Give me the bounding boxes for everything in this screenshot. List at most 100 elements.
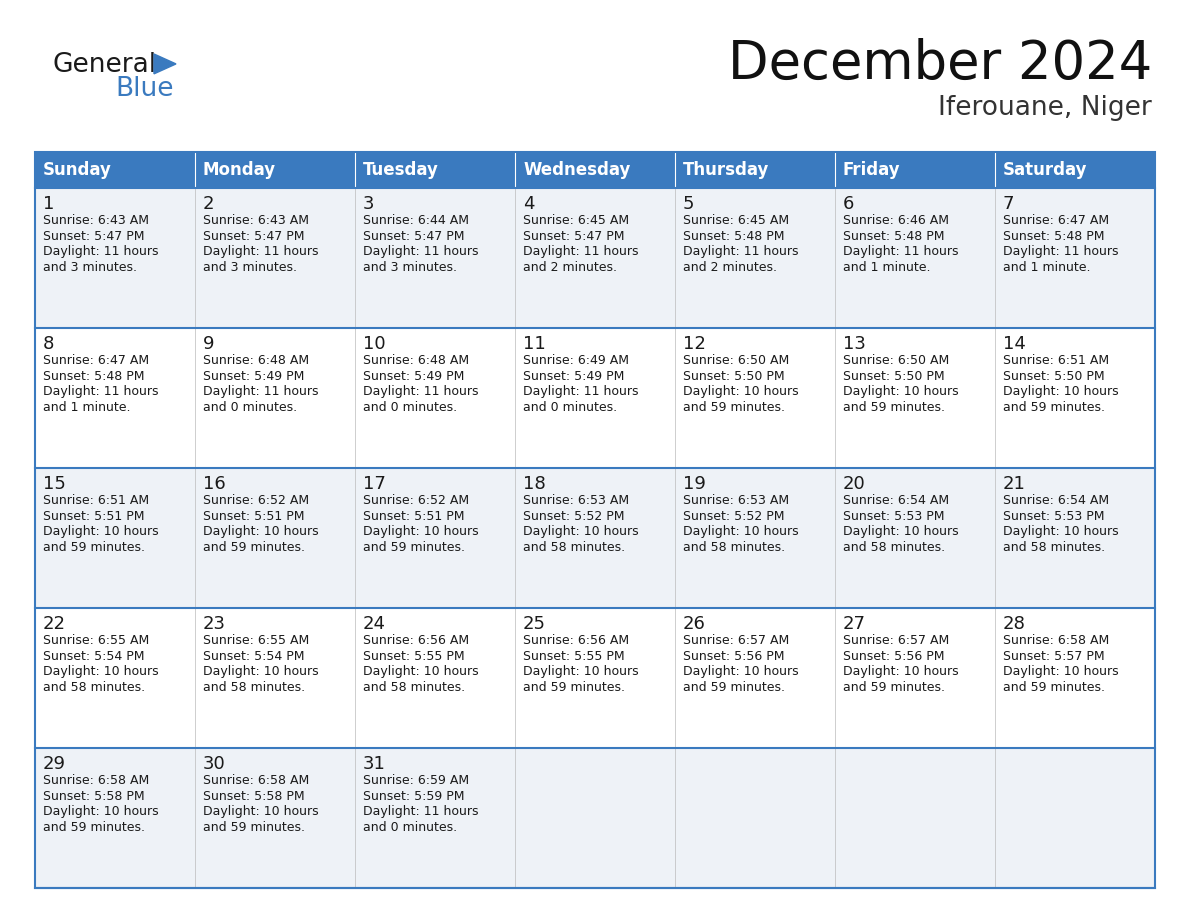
Text: Iferouane, Niger: Iferouane, Niger xyxy=(939,95,1152,121)
Text: and 59 minutes.: and 59 minutes. xyxy=(364,541,465,554)
Text: Sunset: 5:49 PM: Sunset: 5:49 PM xyxy=(203,370,304,383)
Text: Sunrise: 6:58 AM: Sunrise: 6:58 AM xyxy=(43,775,150,788)
Text: Daylight: 10 hours: Daylight: 10 hours xyxy=(1003,525,1119,539)
Text: Sunset: 5:54 PM: Sunset: 5:54 PM xyxy=(203,650,304,663)
Text: and 58 minutes.: and 58 minutes. xyxy=(43,681,145,694)
Text: 13: 13 xyxy=(843,335,866,353)
Text: Sunday: Sunday xyxy=(43,161,112,179)
Text: Daylight: 11 hours: Daylight: 11 hours xyxy=(523,386,638,398)
Text: Sunset: 5:54 PM: Sunset: 5:54 PM xyxy=(43,650,145,663)
Text: Daylight: 11 hours: Daylight: 11 hours xyxy=(43,245,158,259)
Text: Sunset: 5:53 PM: Sunset: 5:53 PM xyxy=(843,510,944,523)
Polygon shape xyxy=(154,54,176,73)
Text: 27: 27 xyxy=(843,615,866,633)
Text: 18: 18 xyxy=(523,475,545,493)
Text: Sunrise: 6:49 AM: Sunrise: 6:49 AM xyxy=(523,354,628,367)
Text: Daylight: 10 hours: Daylight: 10 hours xyxy=(523,666,639,678)
Text: and 1 minute.: and 1 minute. xyxy=(1003,261,1091,274)
Text: and 59 minutes.: and 59 minutes. xyxy=(203,821,305,834)
Text: Sunset: 5:47 PM: Sunset: 5:47 PM xyxy=(43,230,145,243)
Text: 5: 5 xyxy=(683,195,695,213)
Text: Sunrise: 6:54 AM: Sunrise: 6:54 AM xyxy=(843,495,949,508)
Text: Daylight: 11 hours: Daylight: 11 hours xyxy=(364,386,479,398)
Text: 28: 28 xyxy=(1003,615,1026,633)
Text: Sunrise: 6:44 AM: Sunrise: 6:44 AM xyxy=(364,215,469,228)
Bar xyxy=(355,152,516,188)
Text: and 59 minutes.: and 59 minutes. xyxy=(1003,401,1105,414)
Text: Sunset: 5:58 PM: Sunset: 5:58 PM xyxy=(43,790,145,803)
Text: 2: 2 xyxy=(203,195,215,213)
Text: Daylight: 11 hours: Daylight: 11 hours xyxy=(1003,245,1118,259)
Text: Sunrise: 6:52 AM: Sunrise: 6:52 AM xyxy=(203,495,309,508)
Bar xyxy=(34,188,1155,328)
Text: Sunrise: 6:48 AM: Sunrise: 6:48 AM xyxy=(364,354,469,367)
Text: Daylight: 10 hours: Daylight: 10 hours xyxy=(843,386,959,398)
Text: Sunset: 5:52 PM: Sunset: 5:52 PM xyxy=(523,510,625,523)
Text: 6: 6 xyxy=(843,195,854,213)
Text: Daylight: 10 hours: Daylight: 10 hours xyxy=(1003,386,1119,398)
Text: Sunset: 5:48 PM: Sunset: 5:48 PM xyxy=(1003,230,1105,243)
Text: Sunset: 5:55 PM: Sunset: 5:55 PM xyxy=(523,650,625,663)
Text: Sunrise: 6:53 AM: Sunrise: 6:53 AM xyxy=(683,495,789,508)
Bar xyxy=(516,152,675,188)
Text: Sunrise: 6:58 AM: Sunrise: 6:58 AM xyxy=(1003,634,1110,647)
Text: and 58 minutes.: and 58 minutes. xyxy=(843,541,946,554)
Text: Sunrise: 6:47 AM: Sunrise: 6:47 AM xyxy=(43,354,150,367)
Text: 12: 12 xyxy=(683,335,706,353)
Text: Daylight: 10 hours: Daylight: 10 hours xyxy=(364,666,479,678)
Text: Daylight: 10 hours: Daylight: 10 hours xyxy=(43,525,159,539)
Text: Daylight: 10 hours: Daylight: 10 hours xyxy=(523,525,639,539)
Text: Sunset: 5:56 PM: Sunset: 5:56 PM xyxy=(843,650,944,663)
Text: Sunset: 5:57 PM: Sunset: 5:57 PM xyxy=(1003,650,1105,663)
Text: and 59 minutes.: and 59 minutes. xyxy=(43,541,145,554)
Text: 4: 4 xyxy=(523,195,535,213)
Text: 3: 3 xyxy=(364,195,374,213)
Text: Sunrise: 6:55 AM: Sunrise: 6:55 AM xyxy=(43,634,150,647)
Text: and 0 minutes.: and 0 minutes. xyxy=(203,401,297,414)
Text: Monday: Monday xyxy=(203,161,276,179)
Text: Daylight: 10 hours: Daylight: 10 hours xyxy=(203,666,318,678)
Text: Sunset: 5:47 PM: Sunset: 5:47 PM xyxy=(523,230,625,243)
Text: and 0 minutes.: and 0 minutes. xyxy=(364,821,457,834)
Text: Daylight: 11 hours: Daylight: 11 hours xyxy=(523,245,638,259)
Text: and 58 minutes.: and 58 minutes. xyxy=(203,681,305,694)
Text: Daylight: 10 hours: Daylight: 10 hours xyxy=(43,805,159,819)
Text: 23: 23 xyxy=(203,615,226,633)
Text: and 59 minutes.: and 59 minutes. xyxy=(523,681,625,694)
Text: Daylight: 11 hours: Daylight: 11 hours xyxy=(683,245,798,259)
Text: Sunset: 5:52 PM: Sunset: 5:52 PM xyxy=(683,510,784,523)
Text: Sunrise: 6:51 AM: Sunrise: 6:51 AM xyxy=(1003,354,1110,367)
Text: Daylight: 11 hours: Daylight: 11 hours xyxy=(203,386,318,398)
Text: 24: 24 xyxy=(364,615,386,633)
Text: Sunrise: 6:51 AM: Sunrise: 6:51 AM xyxy=(43,495,150,508)
Text: Sunrise: 6:47 AM: Sunrise: 6:47 AM xyxy=(1003,215,1110,228)
Bar xyxy=(34,748,1155,888)
Text: Sunrise: 6:57 AM: Sunrise: 6:57 AM xyxy=(843,634,949,647)
Text: 19: 19 xyxy=(683,475,706,493)
Text: Sunrise: 6:43 AM: Sunrise: 6:43 AM xyxy=(43,215,148,228)
Text: and 59 minutes.: and 59 minutes. xyxy=(1003,681,1105,694)
Text: Saturday: Saturday xyxy=(1003,161,1087,179)
Text: Sunset: 5:47 PM: Sunset: 5:47 PM xyxy=(364,230,465,243)
Text: 29: 29 xyxy=(43,755,67,773)
Text: and 0 minutes.: and 0 minutes. xyxy=(364,401,457,414)
Text: and 58 minutes.: and 58 minutes. xyxy=(683,541,785,554)
Bar xyxy=(675,152,835,188)
Bar xyxy=(34,468,1155,608)
Text: 7: 7 xyxy=(1003,195,1015,213)
Text: 25: 25 xyxy=(523,615,546,633)
Text: and 3 minutes.: and 3 minutes. xyxy=(364,261,457,274)
Text: and 1 minute.: and 1 minute. xyxy=(43,401,131,414)
Text: Daylight: 10 hours: Daylight: 10 hours xyxy=(843,525,959,539)
Text: Sunset: 5:49 PM: Sunset: 5:49 PM xyxy=(523,370,625,383)
Text: Sunrise: 6:59 AM: Sunrise: 6:59 AM xyxy=(364,775,469,788)
Text: Daylight: 10 hours: Daylight: 10 hours xyxy=(364,525,479,539)
Text: Sunset: 5:48 PM: Sunset: 5:48 PM xyxy=(43,370,145,383)
Text: 20: 20 xyxy=(843,475,866,493)
Text: and 2 minutes.: and 2 minutes. xyxy=(523,261,617,274)
Bar xyxy=(835,152,996,188)
Text: Daylight: 11 hours: Daylight: 11 hours xyxy=(203,245,318,259)
Text: and 0 minutes.: and 0 minutes. xyxy=(523,401,617,414)
Text: Sunrise: 6:53 AM: Sunrise: 6:53 AM xyxy=(523,495,630,508)
Text: Daylight: 10 hours: Daylight: 10 hours xyxy=(683,525,798,539)
